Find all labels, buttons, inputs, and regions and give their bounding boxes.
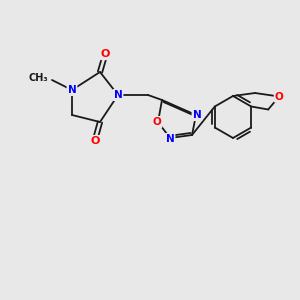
Text: O: O	[275, 92, 284, 101]
Text: N: N	[193, 110, 201, 120]
Text: N: N	[68, 85, 76, 95]
Text: N: N	[114, 90, 122, 100]
Text: O: O	[90, 136, 100, 146]
Text: O: O	[100, 49, 110, 59]
Text: O: O	[153, 117, 161, 127]
Text: N: N	[166, 134, 174, 144]
Text: CH₃: CH₃	[28, 73, 48, 83]
